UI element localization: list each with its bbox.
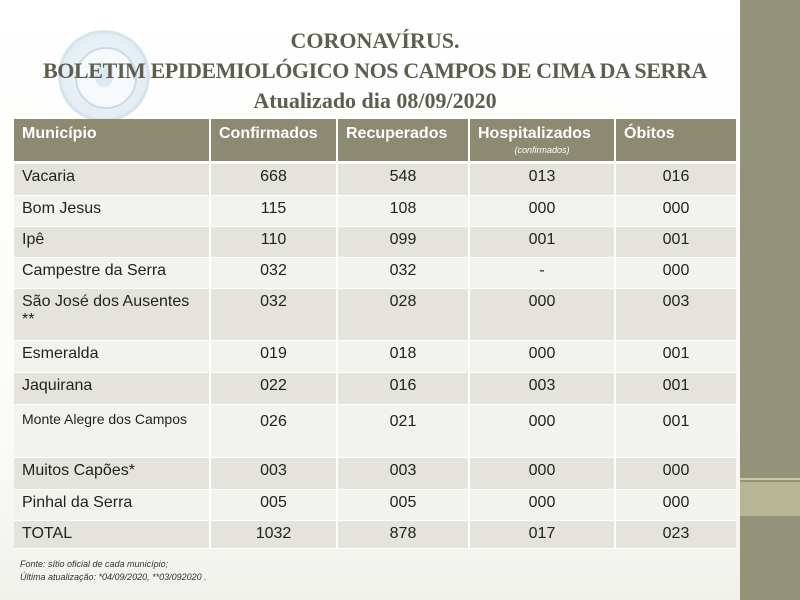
table-row: Jaquirana 022 016 003 001 [14,373,736,405]
cell-hospitalizados: 013 [470,164,616,196]
cell-confirmados: 1032 [211,521,338,549]
side-bar-accent [740,482,800,516]
cell-hospitalizados: 017 [470,521,616,549]
municipal-seal-icon [58,30,150,122]
cell-confirmados: 032 [211,289,338,341]
decorative-side-bar [740,0,800,600]
cell-hospitalizados: 000 [470,490,616,521]
cell-confirmados: 110 [211,227,338,258]
cell-confirmados: 115 [211,196,338,227]
cell-hospitalizados: 001 [470,227,616,258]
cell-obitos: 001 [616,373,736,405]
cell-confirmados: 032 [211,258,338,289]
cell-recuperados: 005 [338,490,470,521]
cell-municipio: Jaquirana [14,373,211,405]
cell-recuperados: 878 [338,521,470,549]
title-line-2: BOLETIM EPIDEMIOLÓGICO NOS CAMPOS DE CIM… [43,58,707,83]
cell-confirmados: 019 [211,341,338,373]
cell-recuperados: 016 [338,373,470,405]
side-bar-accent-line [740,478,800,480]
cell-municipio: Vacaria [14,164,211,196]
cell-recuperados: 099 [338,227,470,258]
table-row: São José dos Ausentes ** 032 028 000 003 [14,289,736,341]
table-row: Muitos Capões* 003 003 000 000 [14,458,736,490]
cell-hospitalizados: 003 [470,373,616,405]
table-row: Vacaria 668 548 013 016 [14,164,736,196]
cell-municipio: Esmeralda [14,341,211,373]
cell-obitos: 016 [616,164,736,196]
footnotes: Fonte: sítio oficial de cada município; … [20,558,207,584]
epidemiological-table: Município Confirmados Recuperados Hospit… [14,119,736,549]
header-municipio: Município [14,119,211,164]
cell-municipio: São José dos Ausentes ** [14,289,211,341]
table-row: Pinhal da Serra 005 005 000 000 [14,490,736,521]
cell-hospitalizados: 000 [470,405,616,458]
footnote-source: Fonte: sítio oficial de cada município; [20,559,169,569]
cell-recuperados: 108 [338,196,470,227]
table-row: Campestre da Serra 032 032 - 000 [14,258,736,289]
cell-obitos: 000 [616,490,736,521]
cell-recuperados: 021 [338,405,470,458]
table-row: Bom Jesus 115 108 000 000 [14,196,736,227]
title-line-1: CORONAVÍRUS. [290,28,460,53]
cell-obitos: 003 [616,289,736,341]
table-header-row: Município Confirmados Recuperados Hospit… [14,119,736,164]
cell-obitos: 001 [616,227,736,258]
cell-recuperados: 028 [338,289,470,341]
table-row-total: TOTAL 1032 878 017 023 [14,521,736,549]
cell-confirmados: 003 [211,458,338,490]
header-confirmados: Confirmados [211,119,338,164]
cell-municipio: TOTAL [14,521,211,549]
cell-recuperados: 032 [338,258,470,289]
cell-municipio: Bom Jesus [14,196,211,227]
cell-municipio: Muitos Capões* [14,458,211,490]
cell-confirmados: 026 [211,405,338,458]
cell-municipio: Campestre da Serra [14,258,211,289]
cell-municipio: Ipê [14,227,211,258]
cell-recuperados: 003 [338,458,470,490]
title-line-3: Atualizado dia 08/09/2020 [253,88,497,113]
cell-obitos: 001 [616,341,736,373]
header-hospitalizados: Hospitalizados (confirmados) [470,119,616,164]
header-hospitalizados-label: Hospitalizados [478,125,591,142]
cell-recuperados: 018 [338,341,470,373]
slide-title: CORONAVÍRUS. BOLETIM EPIDEMIOLÓGICO NOS … [10,26,740,116]
cell-municipio: Monte Alegre dos Campos [14,405,211,458]
cell-hospitalizados: 000 [470,289,616,341]
cell-confirmados: 668 [211,164,338,196]
cell-hospitalizados: 000 [470,196,616,227]
cell-obitos: 000 [616,258,736,289]
table-row: Esmeralda 019 018 000 001 [14,341,736,373]
table-row: Ipê 110 099 001 001 [14,227,736,258]
cell-obitos: 023 [616,521,736,549]
cell-obitos: 001 [616,405,736,458]
cell-obitos: 000 [616,458,736,490]
cell-municipio: Pinhal da Serra [14,490,211,521]
cell-hospitalizados: 000 [470,458,616,490]
cell-hospitalizados: - [470,258,616,289]
header-hospitalizados-sub: (confirmados) [514,145,570,155]
cell-confirmados: 022 [211,373,338,405]
cell-obitos: 000 [616,196,736,227]
header-recuperados: Recuperados [338,119,470,164]
header-obitos: Óbitos [616,119,736,164]
cell-recuperados: 548 [338,164,470,196]
cell-confirmados: 005 [211,490,338,521]
footnote-update: Última atualização: *04/09/2020, **03/09… [20,572,207,582]
table-row: Monte Alegre dos Campos 026 021 000 001 [14,405,736,458]
cell-hospitalizados: 000 [470,341,616,373]
